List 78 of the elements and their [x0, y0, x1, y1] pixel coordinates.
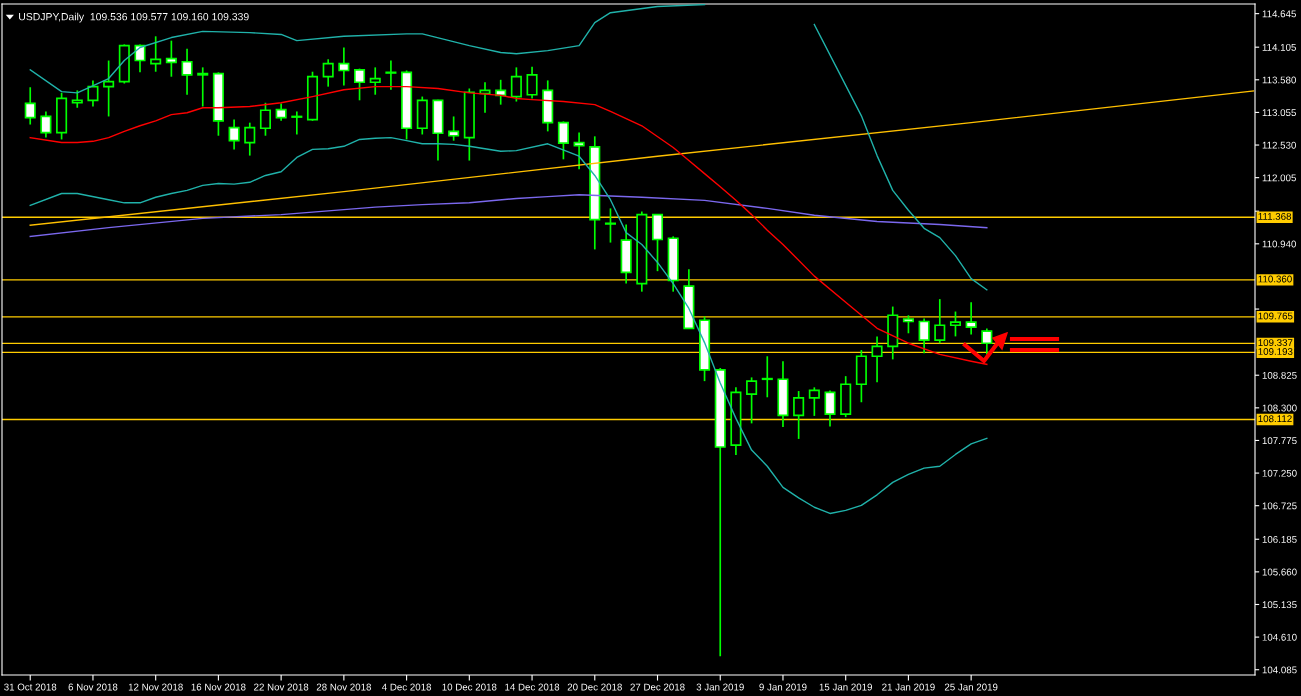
x-tick-label: 6 Nov 2018	[68, 683, 118, 691]
y-tick-label: 105.135	[1262, 601, 1297, 609]
x-tick-label: 9 Jan 2019	[759, 683, 807, 691]
candlestick	[134, 43, 146, 74]
x-tick-label: 22 Nov 2018	[254, 683, 309, 691]
y-tick-label: 105.660	[1262, 568, 1297, 576]
candlestick	[322, 58, 334, 88]
candlestick	[165, 39, 177, 78]
ref-line-label: 109.337	[1258, 339, 1293, 347]
ref-line-label: 111.368	[1258, 212, 1292, 220]
y-tick-label: 106.725	[1262, 502, 1297, 510]
y-tick-label: 107.250	[1262, 469, 1297, 477]
candlestick	[338, 46, 350, 87]
x-tick-label: 25 Jan 2019	[944, 683, 998, 691]
candlestick	[949, 310, 962, 338]
y-tick-label: 112.530	[1262, 141, 1296, 149]
candlestick	[902, 314, 914, 335]
ref-line-label: 110.360	[1258, 275, 1292, 283]
y-tick-label: 113.580	[1262, 76, 1296, 84]
candlestick	[793, 390, 805, 440]
line-series	[29, 136, 988, 515]
candlestick	[228, 118, 240, 151]
x-tick-label: 15 Jan 2019	[819, 683, 872, 691]
y-tick-label: 110.940	[1262, 240, 1296, 248]
x-tick-label: 27 Dec 2018	[630, 683, 685, 691]
candlestick	[808, 386, 820, 417]
candlestick	[354, 67, 366, 102]
ref-line-label: 108.112	[1258, 415, 1292, 423]
y-tick-label: 113.055	[1262, 109, 1296, 117]
candlestick	[918, 317, 930, 355]
y-tick-label: 104.610	[1262, 633, 1297, 641]
candlestick	[526, 65, 538, 100]
candlestick	[150, 35, 162, 73]
candlestick	[824, 389, 836, 428]
y-tick-label: 108.825	[1262, 371, 1297, 379]
candlestick	[103, 59, 115, 118]
x-tick-label: 21 Jan 2019	[882, 683, 935, 691]
x-tick-label: 28 Nov 2018	[316, 683, 372, 691]
candlestick	[369, 66, 381, 96]
candlestick	[244, 121, 256, 157]
text: USDJPY,Daily 109.536 109.577 109.160 109.339	[19, 12, 249, 23]
ref-line-label: 109.193	[1258, 348, 1293, 355]
candlestick	[291, 110, 303, 136]
candlestick	[197, 66, 209, 108]
candlestick	[40, 110, 52, 139]
y-tick-label: 114.105	[1262, 43, 1296, 51]
x-tick-label: 10 Dec 2018	[442, 683, 497, 691]
candlestick	[746, 376, 758, 425]
candlestick	[934, 298, 946, 345]
candlestick	[871, 335, 883, 384]
y-tick-label: 104.085	[1262, 666, 1297, 674]
y-tick-label: 107.775	[1262, 437, 1297, 445]
candlestick	[181, 47, 193, 96]
y-tick-label: 106.185	[1262, 535, 1297, 543]
candlestick	[557, 120, 569, 161]
candlestick	[385, 59, 397, 91]
candlestick	[259, 101, 271, 137]
candlestick	[604, 207, 617, 244]
candlestick	[87, 79, 99, 108]
y-tick-label: 114.645	[1262, 10, 1296, 18]
x-tick-label: 4 Dec 2018	[381, 683, 432, 691]
x-tick-label: 31 Oct 2018	[4, 683, 57, 691]
candlestick	[981, 327, 993, 356]
x-tick-label: 20 Dec 2018	[567, 683, 622, 691]
candlestick	[448, 115, 460, 142]
y-tick-label: 108.300	[1262, 404, 1297, 412]
x-tick-label: 16 Nov 2018	[191, 683, 246, 691]
x-tick-label: 3 Jan 2019	[696, 683, 744, 691]
y-tick-label: 112.005	[1262, 174, 1296, 182]
x-tick-label: 12 Nov 2018	[128, 683, 183, 691]
x-tick-label: 14 Dec 2018	[505, 683, 560, 691]
ref-line-label: 109.765	[1258, 312, 1293, 320]
candlestick	[965, 301, 977, 336]
line-series	[813, 23, 988, 291]
line-series	[29, 194, 988, 238]
candlestick	[761, 355, 773, 399]
candlestick	[24, 86, 36, 126]
candlestick	[510, 66, 522, 103]
